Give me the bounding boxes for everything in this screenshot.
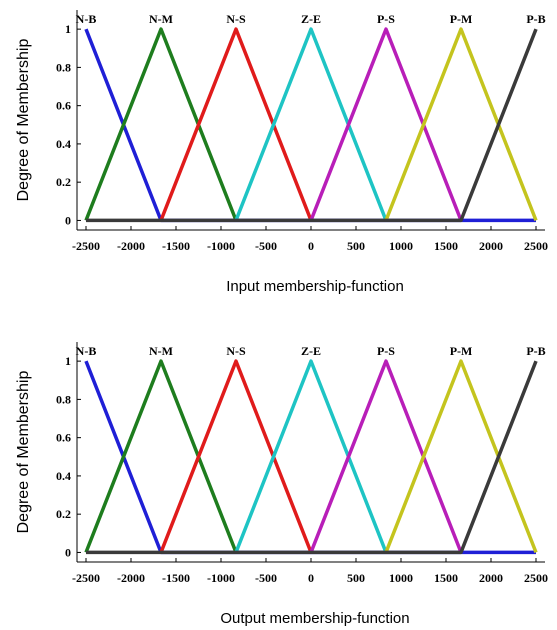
x-tick-label: 2500: [524, 571, 548, 585]
x-tick-label: 2500: [524, 239, 548, 253]
x-tick-label: 500: [347, 239, 365, 253]
series-line-n-s: [161, 361, 311, 552]
y-tick-label: 0.2: [56, 507, 71, 521]
y-tick-label: 0.6: [56, 99, 71, 113]
y-tick-label: 0.8: [56, 60, 71, 74]
series-line-z-e: [236, 29, 386, 220]
x-tick-label: -2500: [72, 239, 100, 253]
x-axis-label: Input membership-function: [226, 278, 404, 295]
y-tick-label: 0.6: [56, 431, 71, 445]
y-tick-label: 0.8: [56, 392, 71, 406]
x-tick-label: 0: [308, 571, 314, 585]
y-tick-label: 0.4: [56, 137, 71, 151]
series-line-n-s: [161, 29, 311, 220]
series-line-p-b: [86, 361, 536, 552]
series-label-n-m: N-M: [149, 12, 173, 26]
series-line-n-m: [86, 361, 236, 552]
x-tick-label: 2000: [479, 571, 503, 585]
x-tick-label: -500: [255, 239, 277, 253]
series-line-n-b: [86, 29, 536, 220]
x-tick-label: -1000: [207, 571, 235, 585]
y-tick-label: 0: [65, 213, 71, 227]
series-line-n-b: [86, 361, 536, 552]
x-tick-label: -1500: [162, 571, 190, 585]
x-tick-label: -1000: [207, 239, 235, 253]
series-label-p-b: P-B: [526, 344, 545, 358]
x-tick-label: 1500: [434, 571, 458, 585]
series-label-n-s: N-S: [226, 12, 246, 26]
y-tick-label: 1: [65, 354, 71, 368]
x-tick-label: 1000: [389, 239, 413, 253]
x-axis-label: Output membership-function: [220, 610, 409, 627]
y-axis-label: Degree of Membership: [15, 39, 32, 202]
x-tick-label: 0: [308, 239, 314, 253]
series-label-p-m: P-M: [450, 344, 473, 358]
series-label-n-b: N-B: [76, 12, 97, 26]
series-label-p-s: P-S: [377, 12, 395, 26]
series-label-p-m: P-M: [450, 12, 473, 26]
x-tick-label: -1500: [162, 239, 190, 253]
x-tick-label: -2000: [117, 239, 145, 253]
series-label-p-s: P-S: [377, 344, 395, 358]
series-label-n-b: N-B: [76, 344, 97, 358]
x-tick-label: 500: [347, 571, 365, 585]
y-tick-label: 0: [65, 545, 71, 559]
series-label-n-m: N-M: [149, 344, 173, 358]
series-label-p-b: P-B: [526, 12, 545, 26]
series-line-p-b: [86, 29, 536, 220]
y-tick-label: 0.2: [56, 175, 71, 189]
x-tick-label: 2000: [479, 239, 503, 253]
x-tick-label: -500: [255, 571, 277, 585]
series-label-z-e: Z-E: [301, 344, 321, 358]
series-line-n-m: [86, 29, 236, 220]
chart-panel-1: 0 0.2 0.4 0.6 0.8 1 -2500 -2000 -1500 -1000 -500 0 5…: [15, 10, 548, 295]
y-tick-label: 0.4: [56, 469, 71, 483]
x-tick-label: 1000: [389, 571, 413, 585]
series-line-p-m: [386, 29, 536, 220]
series-label-n-s: N-S: [226, 344, 246, 358]
series-line-p-m: [386, 361, 536, 552]
x-tick-label: 1500: [434, 239, 458, 253]
y-tick-label: 1: [65, 22, 71, 36]
series-line-z-e: [236, 361, 386, 552]
y-axis-label: Degree of Membership: [15, 371, 32, 534]
series-line-p-s: [311, 361, 461, 552]
series-label-z-e: Z-E: [301, 12, 321, 26]
chart-panel-2: 0 0.2 0.4 0.6 0.8 1 -2500 -2000 -1500 -1000 -500 0 5…: [15, 342, 548, 627]
x-tick-label: -2000: [117, 571, 145, 585]
x-tick-label: -2500: [72, 571, 100, 585]
series-line-p-s: [311, 29, 461, 220]
